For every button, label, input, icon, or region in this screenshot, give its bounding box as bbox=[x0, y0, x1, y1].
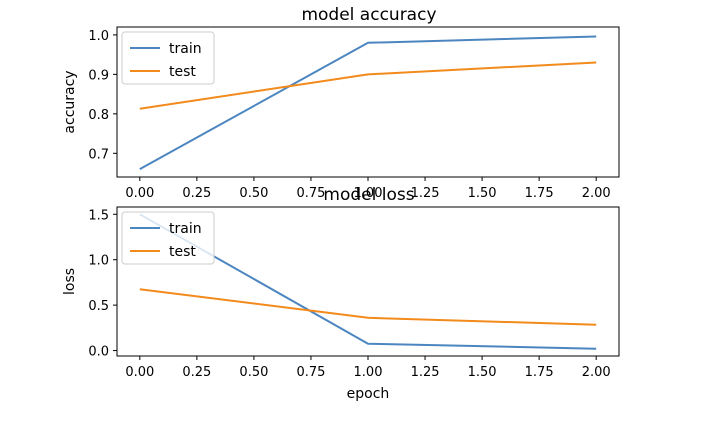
legend-entry-train: train bbox=[169, 41, 202, 57]
legend-entry-test: test bbox=[169, 244, 196, 260]
x-tick-label: 0.50 bbox=[239, 186, 268, 201]
x-tick-label: 1.50 bbox=[468, 186, 497, 201]
chart-title: model loss bbox=[323, 185, 414, 205]
y-tick-label: 0.0 bbox=[88, 345, 109, 360]
series-line-train-0 bbox=[139, 35, 597, 170]
x-tick-label: 0.50 bbox=[239, 365, 268, 380]
legend-entry-train: train bbox=[169, 221, 202, 237]
legend-box-1 bbox=[121, 211, 215, 265]
x-tick-label: 1.25 bbox=[411, 365, 440, 380]
x-tick-label: 0.25 bbox=[182, 186, 211, 201]
y-tick-label: 0.7 bbox=[88, 147, 109, 162]
x-tick-label: 2.00 bbox=[582, 186, 611, 201]
x-tick-label: 1.75 bbox=[525, 186, 554, 201]
x-tick-label: 1.75 bbox=[525, 365, 554, 380]
x-tick-label: 1.00 bbox=[354, 365, 383, 380]
x-tick-label: 1.25 bbox=[411, 186, 440, 201]
series-line-train-1 bbox=[139, 213, 597, 350]
y-tick-label: 1.5 bbox=[88, 208, 109, 223]
x-tick-label: 1.50 bbox=[468, 365, 497, 380]
y-tick-label: 0.9 bbox=[88, 68, 109, 83]
legend-entry-test: test bbox=[169, 64, 196, 80]
y-axis-label: loss bbox=[62, 268, 78, 295]
x-tick-label: 1.00 bbox=[354, 186, 383, 201]
x-tick-label: 2.00 bbox=[582, 365, 611, 380]
x-axis-label: epoch bbox=[347, 386, 390, 402]
x-tick-label: 0.00 bbox=[125, 365, 154, 380]
legend-box-0 bbox=[121, 31, 215, 85]
y-tick-label: 1.0 bbox=[88, 29, 109, 44]
series-line-test-0 bbox=[139, 61, 597, 110]
y-tick-label: 1.0 bbox=[88, 254, 109, 269]
y-tick-label: 0.5 bbox=[88, 299, 109, 314]
y-tick-label: 0.8 bbox=[88, 108, 109, 123]
y-axis-label: accuracy bbox=[62, 70, 78, 133]
series-line-test-1 bbox=[139, 288, 597, 326]
x-tick-label: 0.00 bbox=[125, 186, 154, 201]
x-tick-label: 0.25 bbox=[182, 365, 211, 380]
chart-title: model accuracy bbox=[301, 5, 436, 25]
x-tick-label: 0.75 bbox=[296, 186, 325, 201]
x-tick-label: 0.75 bbox=[296, 365, 325, 380]
